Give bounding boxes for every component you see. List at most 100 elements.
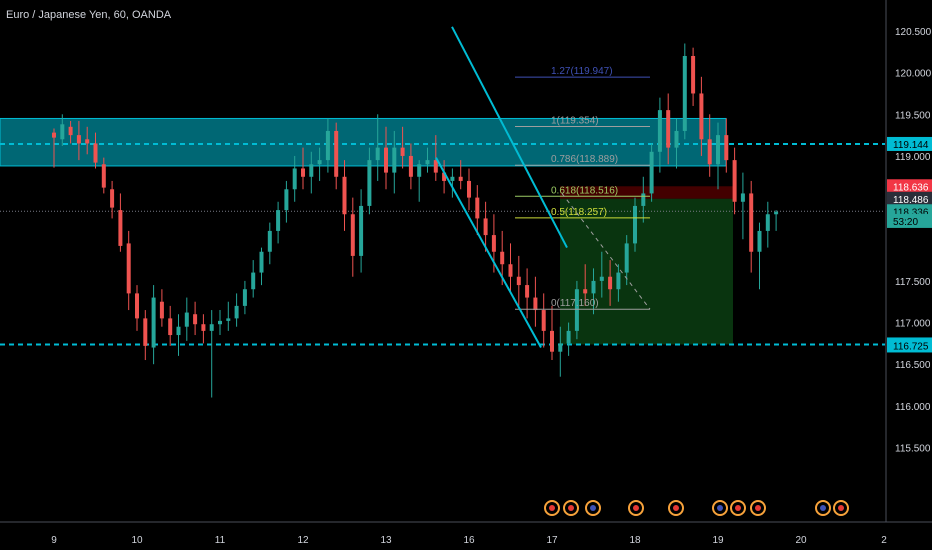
candle-body	[226, 318, 231, 321]
candle-body	[317, 160, 322, 165]
candle-body	[367, 160, 372, 206]
event-icon-dot	[755, 505, 761, 511]
event-icon-dot	[735, 505, 741, 511]
candle-body	[325, 130, 330, 161]
price-label: 116.725	[893, 341, 929, 352]
candle-body	[774, 211, 779, 215]
candle-body	[334, 130, 339, 177]
candle-body	[159, 301, 164, 319]
candle-body	[359, 205, 364, 256]
time-tick-label: 18	[629, 535, 641, 546]
candle-body	[151, 297, 156, 348]
candle-body	[309, 164, 314, 177]
candle-body	[76, 135, 81, 144]
candle-body	[118, 210, 123, 246]
candle-body	[491, 235, 496, 252]
price-label: 118.336	[893, 207, 929, 218]
event-icon	[668, 500, 684, 516]
candle-body	[201, 324, 206, 331]
candle-body	[566, 330, 571, 344]
event-icon	[585, 500, 601, 516]
candle-body	[616, 272, 621, 290]
candle-body	[541, 310, 546, 331]
candle-body	[251, 272, 256, 290]
time-tick-label: 20	[795, 535, 807, 546]
price-label: 118.636	[893, 182, 929, 193]
candle-body	[259, 251, 264, 273]
candle-body	[516, 276, 521, 286]
fib-level-label: 1.27(119.947)	[551, 66, 613, 77]
candle-body	[467, 180, 471, 198]
candle-body	[500, 251, 505, 265]
candle-body	[716, 135, 720, 165]
candle-body	[591, 280, 596, 294]
price-label: 119.144	[893, 140, 929, 151]
event-icon-dot	[673, 505, 679, 511]
candle-body	[682, 55, 687, 131]
chart-title: Euro / Japanese Yen, 60, OANDA	[6, 9, 172, 21]
price-tick-label: 116.000	[895, 402, 931, 413]
fib-level-label: 1(119.354)	[551, 115, 599, 126]
candle-body	[574, 289, 579, 331]
candle-body	[425, 160, 430, 165]
event-icon	[563, 500, 579, 516]
time-tick-label: 19	[712, 535, 724, 546]
candle-body	[85, 139, 90, 144]
event-icon	[544, 500, 560, 516]
price-tick-label: 117.000	[895, 319, 931, 330]
candle-body	[176, 326, 181, 336]
candle-body	[101, 164, 106, 188]
candle-body	[417, 164, 422, 177]
candle-body	[649, 151, 654, 194]
candle-body	[433, 160, 438, 173]
candle-body	[633, 205, 637, 244]
candle-body	[384, 147, 388, 173]
candle-body	[740, 193, 745, 202]
event-icon-dot	[838, 505, 844, 511]
candle-body	[375, 147, 380, 161]
time-tick-label: 10	[131, 535, 143, 546]
price-label: 118.486	[893, 195, 929, 206]
fib-level-label: 0.786(118.889)	[551, 154, 618, 165]
time-tick-label: 16	[463, 535, 475, 546]
price-tick-label: 115.500	[895, 444, 931, 455]
candle-body	[350, 214, 355, 256]
candle-body	[765, 214, 770, 231]
candle-body	[209, 324, 214, 331]
price-label-box	[887, 179, 932, 194]
candle-body	[749, 193, 754, 252]
event-icon-dot	[820, 505, 826, 511]
time-tick-label: 12	[297, 535, 309, 546]
time-tick-label: 2	[881, 535, 887, 546]
projection-line	[561, 193, 651, 310]
candle-body	[400, 147, 405, 156]
candle-body	[135, 293, 139, 319]
price-label-box	[887, 338, 932, 353]
candle-body	[583, 289, 588, 294]
time-tick-label: 13	[380, 535, 392, 546]
event-icon-dot	[549, 505, 555, 511]
price-tick-label: 119.000	[895, 152, 931, 163]
candle-body	[724, 135, 729, 161]
candle-body	[284, 189, 289, 211]
candle-body	[732, 160, 737, 202]
candle-body	[608, 276, 613, 290]
fib-level-label: 0(117.160)	[551, 298, 599, 309]
stop-loss-zone	[560, 186, 733, 199]
channel-upper-line	[451, 26, 568, 249]
candle-body	[267, 230, 272, 252]
candle-body	[508, 264, 513, 277]
event-icon	[750, 500, 766, 516]
take-profit-zone	[560, 198, 733, 345]
fib-level-label: 0.5(118.257)	[551, 207, 607, 218]
price-label-box	[887, 191, 932, 206]
candle-body	[184, 312, 189, 327]
candle-body	[657, 110, 662, 152]
candle-body	[533, 297, 538, 311]
candle-body	[110, 189, 115, 208]
candle-body	[234, 305, 239, 319]
candle-body	[624, 243, 629, 273]
candle-body	[641, 193, 646, 206]
